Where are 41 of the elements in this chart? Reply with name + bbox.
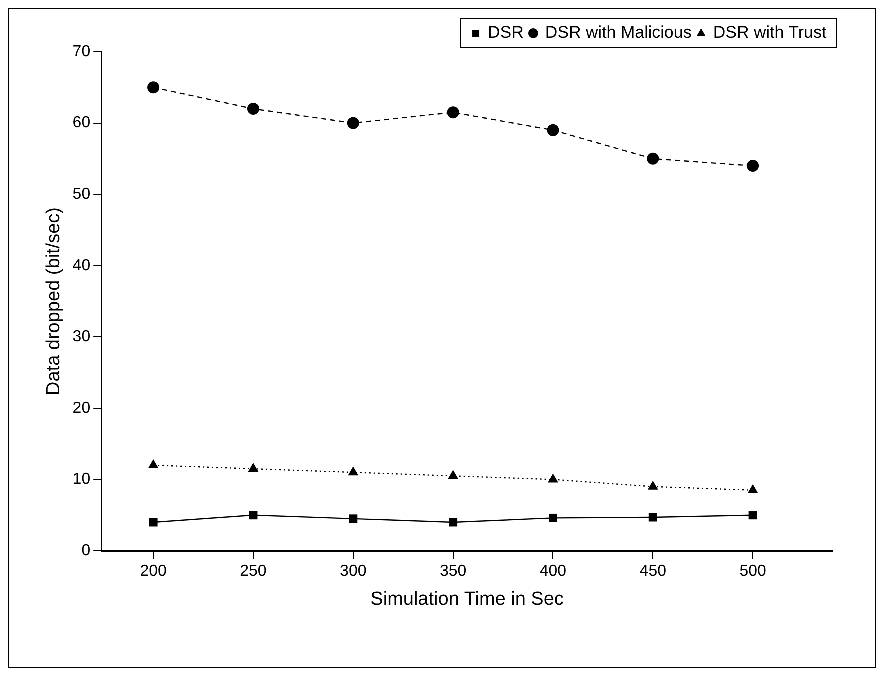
point	[247, 103, 260, 116]
x-tick-label: 400	[540, 563, 567, 580]
y-tick-label: 10	[72, 471, 91, 488]
y-tick-label: 40	[72, 257, 91, 274]
point	[347, 117, 360, 130]
y-tick-label: 0	[82, 542, 91, 560]
point	[648, 480, 658, 490]
x-tick-label: 200	[140, 563, 167, 580]
point	[149, 518, 158, 527]
x-tick-label: 300	[340, 563, 367, 580]
x-axis-title: Simulation Time in Sec	[370, 588, 564, 610]
x-tick-label: 350	[440, 563, 467, 580]
y-tick-label: 60	[72, 114, 91, 132]
x-tick-label: 450	[640, 563, 667, 580]
point	[448, 470, 459, 480]
point	[748, 484, 758, 494]
point	[349, 514, 358, 524]
legend-label: DSR	[488, 23, 524, 42]
point	[548, 474, 558, 483]
legend-label: DSR with Malicious	[545, 23, 692, 42]
point	[348, 466, 359, 476]
point	[648, 513, 658, 522]
point	[249, 511, 258, 520]
point	[547, 124, 560, 136]
point	[548, 514, 558, 522]
point	[747, 160, 760, 172]
point	[748, 511, 758, 520]
y-axis-title: Data dropped (bit/sec)	[44, 208, 65, 396]
x-tick-label: 500	[740, 563, 767, 580]
point	[148, 82, 160, 94]
point	[248, 463, 259, 472]
y-tick-label: 70	[72, 43, 91, 60]
point	[449, 518, 458, 527]
point	[447, 106, 460, 119]
y-tick-label: 50	[72, 186, 91, 203]
y-tick-label: 20	[72, 400, 91, 417]
point	[148, 459, 159, 468]
x-tick-label: 250	[240, 563, 267, 580]
y-tick-label: 30	[72, 328, 91, 346]
legend-label: DSR with Trust	[713, 23, 827, 42]
point	[647, 152, 660, 165]
